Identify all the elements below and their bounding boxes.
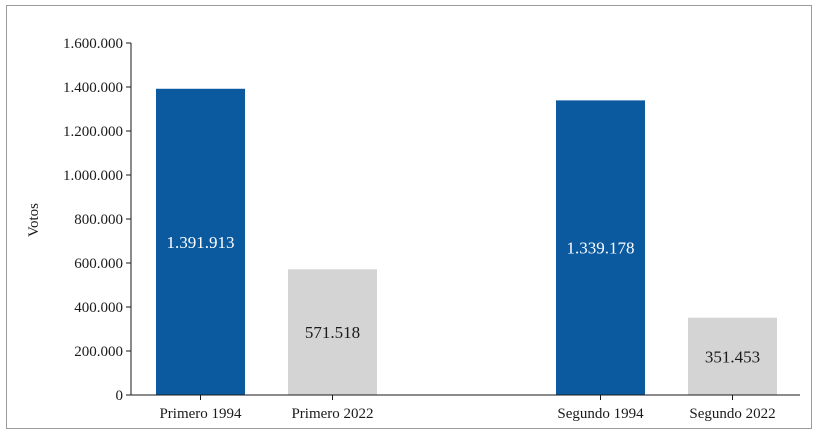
y-tick-label: 1.200.000 <box>63 124 123 140</box>
x-tick-label: Primero 2022 <box>291 406 373 422</box>
y-tick-label: 1.600.000 <box>63 36 123 52</box>
y-tick-label: 600.000 <box>74 256 123 272</box>
bar <box>556 100 645 396</box>
x-axis: Primero 1994 Primero 2022 Segundo 1994 Segu… <box>131 394 800 422</box>
bars: 1.391.913 571.518 1.339.178 351.453 <box>156 88 777 396</box>
y-tick-label: 1.400.000 <box>63 80 123 96</box>
bar <box>156 88 245 395</box>
bar <box>288 269 377 395</box>
data-label: 351.453 <box>705 347 760 366</box>
y-tick-label: 1.000.000 <box>63 168 123 184</box>
x-tick-label: Primero 1994 <box>159 406 242 422</box>
y-axis-label: Votos <box>26 203 42 237</box>
bar <box>688 317 777 395</box>
data-label: 1.391.913 <box>167 233 235 252</box>
y-tick-label: 0 <box>116 388 124 404</box>
y-tick-label: 200.000 <box>74 344 123 360</box>
x-tick-label: Segundo 1994 <box>557 406 644 422</box>
y-axis: 0 200.000 400.000 600.000 800.000 1.000.000 1.… <box>63 36 132 404</box>
y-tick-label: 400.000 <box>74 300 123 316</box>
data-label: 1.339.178 <box>567 239 635 258</box>
chart-frame <box>6 5 812 429</box>
y-tick-label: 800.000 <box>74 212 123 228</box>
data-label: 571.518 <box>305 323 360 342</box>
x-tick-label: Segundo 2022 <box>689 406 775 422</box>
